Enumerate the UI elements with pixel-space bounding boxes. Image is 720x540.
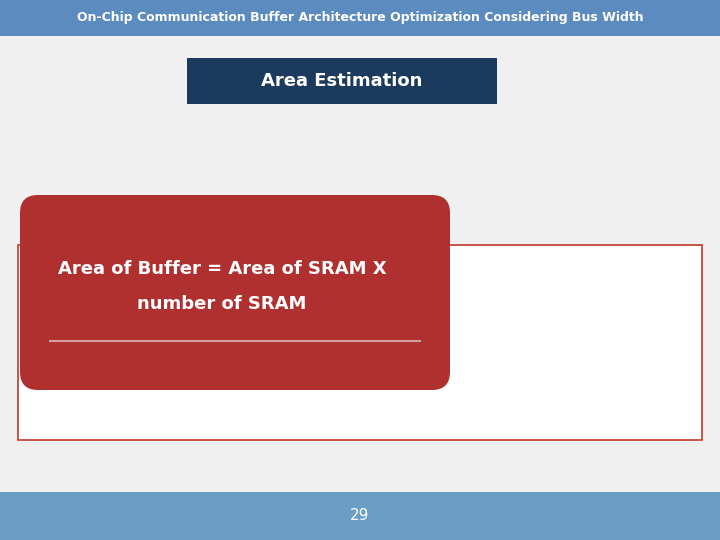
FancyBboxPatch shape	[20, 195, 450, 390]
Text: 29: 29	[351, 509, 369, 523]
Bar	[18, 245, 702, 440]
Bar	[0, 492, 720, 540]
Bar	[187, 58, 497, 104]
Text: number of SRAM: number of SRAM	[138, 295, 307, 313]
Text: Area Estimation: Area Estimation	[261, 72, 423, 90]
Text: Area of Buffer = Area of SRAM X: Area of Buffer = Area of SRAM X	[58, 260, 387, 278]
Text: On-Chip Communication Buffer Architecture Optimization Considering Bus Width: On-Chip Communication Buffer Architectur…	[77, 11, 643, 24]
Bar	[0, 0, 720, 36]
